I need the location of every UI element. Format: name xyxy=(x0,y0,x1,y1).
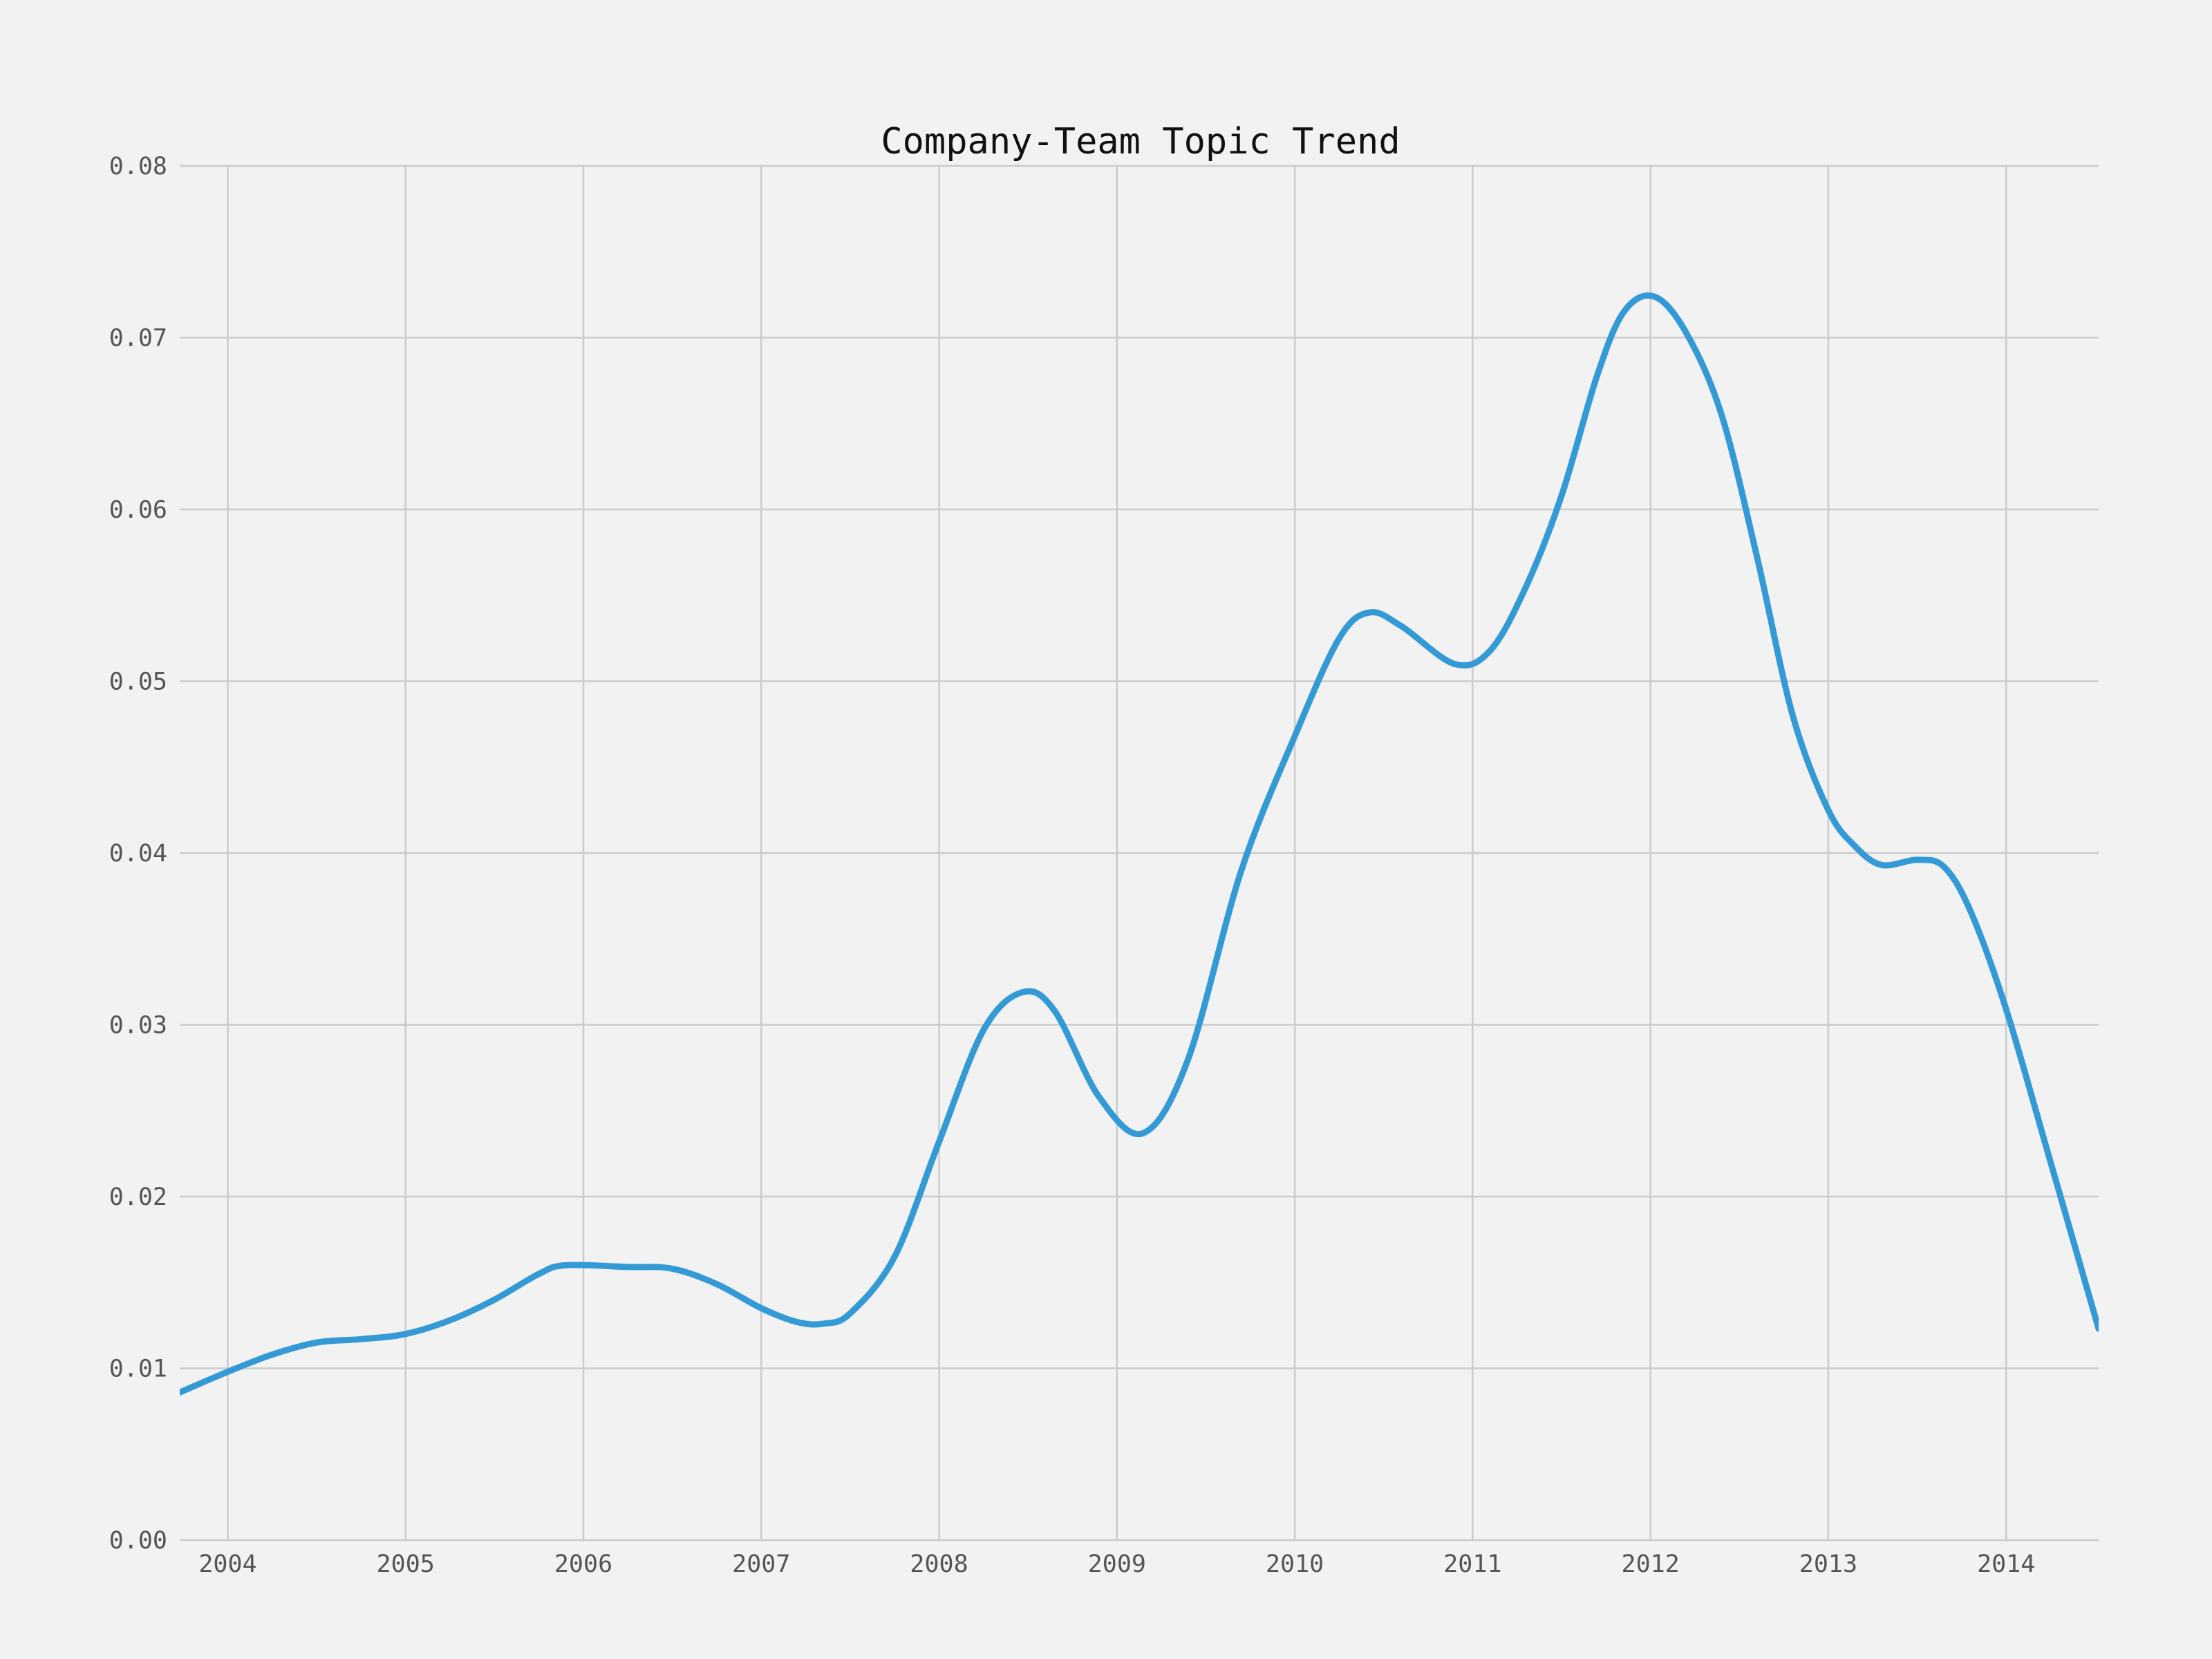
x-tick-label-2008: 2008 xyxy=(910,1550,968,1578)
y-tick-label-0.04: 0.04 xyxy=(109,840,167,868)
x-tick-label-2011: 2011 xyxy=(1443,1550,1501,1578)
y-tick-label-0.02: 0.02 xyxy=(109,1183,167,1211)
series-line-0 xyxy=(180,292,2099,1396)
y-axis-ticks: 0.00 0.01 0.02 0.03 0.04 0.05 0.06 0.07 0.08 xyxy=(109,153,167,1555)
y-tick-label-0.08: 0.08 xyxy=(109,153,167,180)
x-tick-label-2004: 2004 xyxy=(198,1550,256,1578)
y-tick-label-0.01: 0.01 xyxy=(109,1356,167,1383)
x-tick-label-2006: 2006 xyxy=(554,1550,612,1578)
y-tick-label-0.05: 0.05 xyxy=(109,668,167,696)
x-tick-label-2007: 2007 xyxy=(732,1550,790,1578)
y-tick-label-0.06: 0.06 xyxy=(109,496,167,524)
y-tick-label-0.03: 0.03 xyxy=(109,1012,167,1040)
gridlines xyxy=(180,165,2099,1541)
y-tick-label-0.00: 0.00 xyxy=(109,1527,167,1555)
chart-title: Company-Team Topic Trend xyxy=(881,121,1400,162)
x-tick-label-2009: 2009 xyxy=(1088,1550,1146,1578)
x-tick-label-2005: 2005 xyxy=(377,1550,435,1578)
x-tick-label-2014: 2014 xyxy=(1977,1550,2035,1578)
x-axis-ticks: 2004 2005 2006 2007 2008 2009 2010 2011 2012 2013… xyxy=(198,1550,2035,1578)
x-tick-label-2012: 2012 xyxy=(1622,1550,1680,1578)
series-layer xyxy=(180,292,2099,1396)
y-tick-label-0.07: 0.07 xyxy=(109,325,167,353)
x-tick-label-2013: 2013 xyxy=(1799,1550,1857,1578)
x-tick-label-2010: 2010 xyxy=(1266,1550,1324,1578)
